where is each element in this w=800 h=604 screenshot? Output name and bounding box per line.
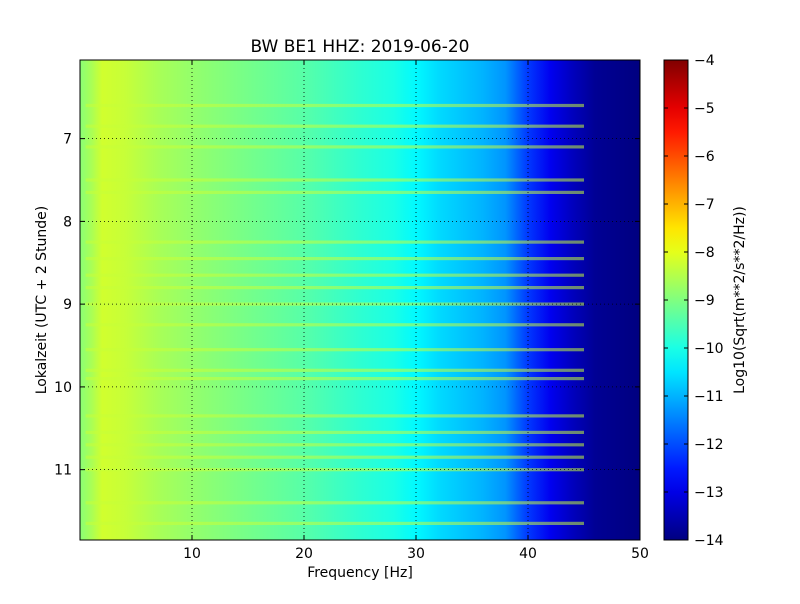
- x-axis-label: Frequency [Hz]: [307, 565, 413, 581]
- y-tick-label: 11: [54, 463, 72, 479]
- colorbar-tick-label: −4: [694, 53, 715, 69]
- y-tick-label: 10: [54, 380, 72, 396]
- colorbar-tick-label: −7: [694, 197, 715, 213]
- grid-lines: [80, 60, 640, 540]
- colorbar-tick-label: −8: [694, 245, 715, 261]
- colorbar-tick-label: −6: [694, 149, 715, 165]
- colorbar-tick-label: −11: [694, 389, 724, 405]
- time-band: [85, 348, 584, 352]
- colorbar-tick-label: −14: [694, 533, 724, 549]
- plot-frame: [79, 59, 641, 541]
- time-bands: [85, 103, 584, 525]
- time-band: [85, 323, 584, 327]
- y-tick-label: 9: [63, 297, 72, 313]
- x-axis-ticks: 10 20 30 40 50: [183, 60, 649, 562]
- time-band: [85, 455, 584, 459]
- y-axis-label: Lokalzeit (UTC + 2 Stunde): [34, 206, 50, 395]
- x-tick-label: 30: [407, 546, 425, 562]
- x-tick-label: 40: [519, 546, 537, 562]
- time-band: [85, 103, 584, 108]
- time-band: [85, 286, 584, 290]
- y-axis-ticks: 7 8 9 10 11: [54, 132, 640, 479]
- colorbar-ticks: −4 −5 −6 −7 −8 −9 −10 −11 −12 −13 −14: [664, 53, 724, 549]
- x-tick-label: 50: [631, 546, 649, 562]
- y-tick-label: 8: [63, 214, 72, 230]
- time-band: [85, 521, 584, 525]
- colorbar-tick-label: −12: [694, 437, 724, 453]
- time-band: [85, 501, 584, 505]
- time-band: [85, 273, 584, 277]
- time-band: [85, 468, 584, 472]
- time-band: [85, 178, 584, 182]
- colorbar-tick-label: −9: [694, 293, 715, 309]
- time-band: [85, 257, 584, 261]
- time-band: [85, 443, 584, 447]
- colorbar: −4 −5 −6 −7 −8 −9 −10 −11 −12 −13 −14 Log10(Sqrt(m…: [663, 53, 748, 549]
- time-band: [85, 145, 584, 149]
- colorbar-tick-label: −10: [694, 341, 724, 357]
- time-band: [85, 124, 584, 128]
- colorbar-tick-label: −5: [694, 101, 715, 117]
- time-band: [85, 368, 584, 372]
- time-band: [85, 414, 584, 418]
- time-band: [85, 377, 584, 381]
- colorbar-label: Log10(Sqrt(m**2/s**2/Hz)): [732, 206, 748, 394]
- time-band: [85, 240, 584, 244]
- y-tick-label: 7: [63, 132, 72, 148]
- chart-title: BW BE1 HHZ: 2019-06-20: [250, 37, 469, 57]
- time-band: [85, 190, 584, 194]
- x-tick-label: 10: [183, 546, 201, 562]
- time-band: [85, 430, 584, 434]
- plot-area: 10 20 30 40 50 7 8 9 10 11: [54, 59, 649, 562]
- time-band: [85, 302, 584, 306]
- spectrogram-image: [80, 60, 640, 540]
- x-tick-label: 20: [295, 546, 313, 562]
- colorbar-tick-label: −13: [694, 485, 724, 501]
